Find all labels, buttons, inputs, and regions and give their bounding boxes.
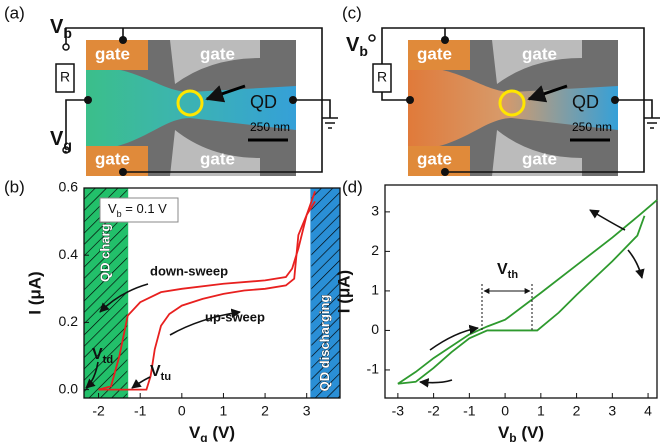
y-tick-label: 0 xyxy=(371,321,379,337)
gate-label: gate xyxy=(522,44,557,63)
panel-tag: (a) xyxy=(4,3,25,22)
x-tick-label: -2 xyxy=(427,403,440,419)
x-axis-label-part: (V) xyxy=(517,423,544,442)
annotation-part: tu xyxy=(161,371,171,383)
y-tick-label: 0.4 xyxy=(59,246,79,262)
x-tick-label: 1 xyxy=(220,403,228,419)
annotation-part: V xyxy=(108,201,117,216)
annotation: Vth xyxy=(497,261,518,281)
sweep-arrow xyxy=(590,210,625,230)
x-axis-label-part: V xyxy=(189,423,201,442)
x-axis-label: Vg (V) xyxy=(189,423,235,442)
x-tick-label: 1 xyxy=(537,403,545,419)
gate-label: gate xyxy=(522,149,557,168)
y-tick-label: 0.0 xyxy=(59,380,79,396)
qd-label: QD xyxy=(572,92,599,112)
device-a: (a) gate gate gate gate QD 250 nm R Vb V… xyxy=(4,3,338,176)
series-line xyxy=(99,201,315,389)
vb-label: Vb xyxy=(50,16,72,40)
y-tick-label: 0.2 xyxy=(59,313,79,329)
x-tick-label: 2 xyxy=(573,403,581,419)
vg-label: Vg xyxy=(50,128,72,152)
x-tick-label: 0 xyxy=(178,403,186,419)
x-tick-label: 3 xyxy=(303,403,311,419)
annotation-part: V xyxy=(92,346,103,363)
device-c: (c) gate gate gate gate QD 250 nm R Vb xyxy=(342,3,660,176)
resistor-label: R xyxy=(60,69,70,85)
x-axis-label-part: b xyxy=(509,431,516,442)
annotation: Vtu xyxy=(150,363,171,383)
gate-label: gate xyxy=(95,44,130,63)
resistor-label: R xyxy=(377,69,387,85)
panel-tag: (b) xyxy=(4,177,25,196)
series-label: down-sweep xyxy=(150,263,228,278)
y-tick-label: 1 xyxy=(371,282,379,298)
x-axis-label-part: (V) xyxy=(208,423,235,442)
x-axis-label: Vb (V) xyxy=(498,423,544,442)
sweep-arrow xyxy=(420,380,452,383)
gate-label: gate xyxy=(200,44,235,63)
sweep-arrow xyxy=(430,328,478,350)
panel-tag: (c) xyxy=(342,3,362,22)
gate-label: gate xyxy=(417,149,452,168)
series-line xyxy=(398,200,657,384)
y-tick-label: 2 xyxy=(371,242,379,258)
annotation-part: td xyxy=(103,354,113,366)
x-tick-label: 2 xyxy=(261,403,269,419)
panel-tag: (d) xyxy=(342,177,363,196)
x-tick-label: -2 xyxy=(92,403,105,419)
annotation-part: V xyxy=(150,363,161,380)
x-tick-label: 0 xyxy=(501,403,509,419)
y-tick-label: -1 xyxy=(367,361,380,377)
gate-label: gate xyxy=(417,44,452,63)
y-tick-label: 3 xyxy=(371,203,379,219)
x-tick-label: 3 xyxy=(608,403,616,419)
y-axis-label: I (μA) xyxy=(25,271,44,314)
scale-label: 250 nm xyxy=(572,120,612,134)
x-tick-label: -1 xyxy=(134,403,147,419)
x-axis-label-part: V xyxy=(498,423,510,442)
y-tick-label: 0.6 xyxy=(59,179,79,195)
annotation-part: V xyxy=(497,261,508,278)
figure: (a) gate gate gate gate QD 250 nm R Vb V… xyxy=(0,0,667,442)
x-tick-label: 4 xyxy=(644,403,652,419)
x-tick-label: -1 xyxy=(463,403,476,419)
y-axis-label: I (μA) xyxy=(334,270,353,313)
annotation-part: = 0.1 V xyxy=(122,201,167,216)
gate-label: gate xyxy=(200,149,235,168)
scale-label: 250 nm xyxy=(250,120,290,134)
qd-label: QD xyxy=(250,92,277,112)
sweep-arrow xyxy=(628,250,642,278)
x-axis-label-part: g xyxy=(200,431,207,442)
x-tick-label: -3 xyxy=(392,403,405,419)
vb-label: Vb xyxy=(346,34,368,58)
region-label: QD discharging xyxy=(317,295,332,392)
gate-label: gate xyxy=(95,149,130,168)
annotation-part: th xyxy=(508,269,519,281)
